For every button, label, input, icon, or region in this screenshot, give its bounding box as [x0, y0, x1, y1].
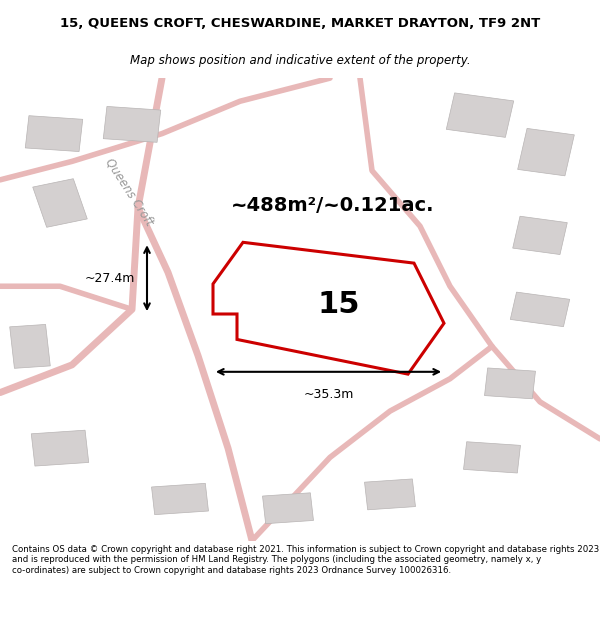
Bar	[485, 368, 535, 399]
Bar	[25, 116, 83, 152]
Text: ~27.4m: ~27.4m	[85, 272, 135, 284]
Bar	[103, 106, 161, 142]
Text: ~488m²/~0.121ac.: ~488m²/~0.121ac.	[231, 196, 435, 215]
Text: Queens Croft: Queens Croft	[103, 155, 155, 228]
Text: 15, QUEENS CROFT, CHESWARDINE, MARKET DRAYTON, TF9 2NT: 15, QUEENS CROFT, CHESWARDINE, MARKET DR…	[60, 17, 540, 30]
Bar	[365, 479, 415, 510]
Text: 15: 15	[318, 290, 360, 319]
Bar	[510, 292, 570, 327]
Text: Map shows position and indicative extent of the property.: Map shows position and indicative extent…	[130, 54, 470, 68]
Bar	[518, 128, 574, 176]
Bar	[446, 93, 514, 138]
Polygon shape	[213, 242, 444, 374]
Bar	[33, 179, 87, 227]
Bar	[263, 493, 313, 524]
Bar	[464, 442, 520, 473]
Text: Contains OS data © Crown copyright and database right 2021. This information is : Contains OS data © Crown copyright and d…	[12, 545, 599, 574]
Bar	[31, 430, 89, 466]
Bar	[10, 324, 50, 368]
Bar	[152, 483, 208, 514]
Bar	[513, 216, 567, 254]
Text: ~35.3m: ~35.3m	[304, 388, 353, 401]
